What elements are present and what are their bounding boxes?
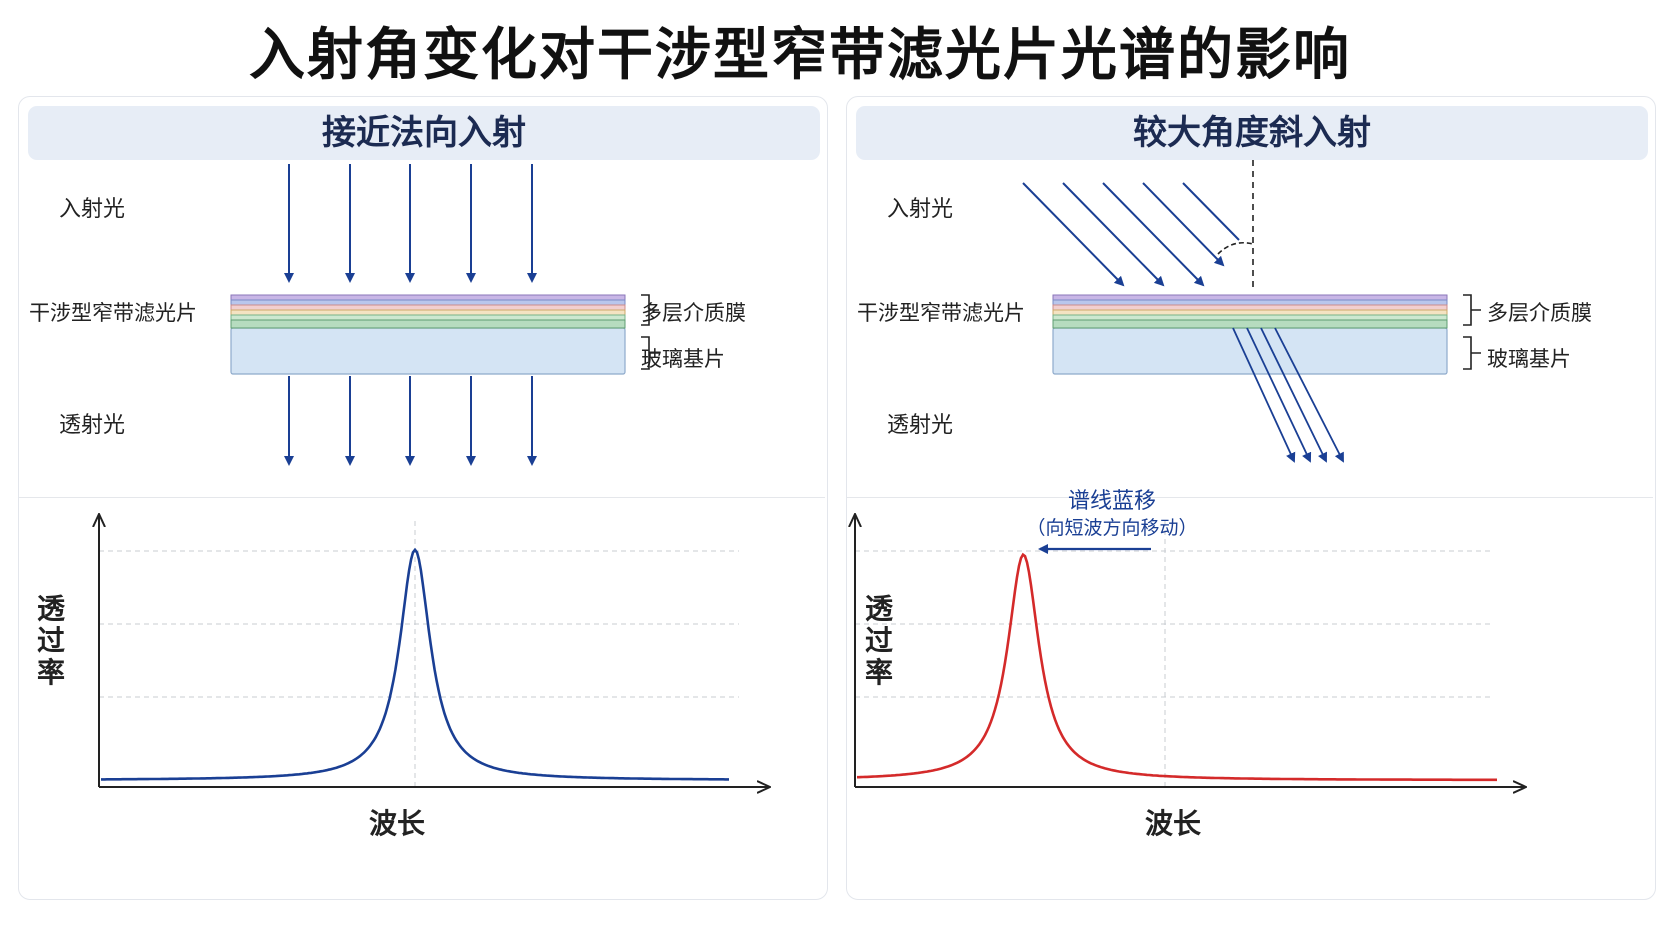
oblique-incidence-chart xyxy=(855,515,1525,787)
transmitted-rays xyxy=(1232,327,1344,463)
normal-incidence-chart xyxy=(99,515,769,787)
filter-label: 干涉型窄带滤光片 xyxy=(857,301,1025,325)
panel-divider xyxy=(19,497,825,498)
blue-shift-subtitle: （向短波方向移动） xyxy=(1026,517,1198,539)
normal-incidence-panel: 接近法向入射 xyxy=(18,96,828,900)
incidence-angle-arc xyxy=(1217,241,1254,255)
substrate-label: 玻璃基片 xyxy=(641,347,725,371)
x-axis-label: 波长 xyxy=(1145,807,1202,840)
transmission-curve xyxy=(101,547,729,781)
y-axis-label: 透过率 xyxy=(36,592,65,689)
transmitted-light-label: 透射光 xyxy=(59,413,126,438)
filter-stack xyxy=(230,294,626,375)
oblique-incidence-diagram xyxy=(847,160,1655,899)
transmission-curve xyxy=(857,552,1497,782)
multilayer-label: 多层介质膜 xyxy=(641,301,746,325)
incident-light-label: 入射光 xyxy=(59,197,126,222)
layer-brackets xyxy=(641,294,659,370)
filter-stack xyxy=(1052,294,1448,375)
panel-divider xyxy=(847,497,1653,498)
oblique-incidence-header: 较大角度斜入射 xyxy=(856,106,1648,160)
transmitted-light-label: 透射光 xyxy=(887,413,954,438)
layer-brackets xyxy=(1463,294,1481,370)
page-title: 入射角变化对干涉型窄带滤光片光谱的影响 xyxy=(249,23,1351,88)
blue-shift-title: 谱线蓝移 xyxy=(1067,489,1156,514)
transmitted-rays xyxy=(284,376,537,466)
incident-rays xyxy=(284,164,537,283)
incident-rays xyxy=(1022,182,1240,287)
y-axis-label: 透过率 xyxy=(864,592,893,689)
normal-incidence-header: 接近法向入射 xyxy=(28,106,820,160)
incident-light-label: 入射光 xyxy=(887,197,954,222)
substrate-label: 玻璃基片 xyxy=(1487,347,1571,371)
normal-incidence-diagram xyxy=(19,164,827,899)
multilayer-label: 多层介质膜 xyxy=(1487,301,1592,325)
filter-label: 干涉型窄带滤光片 xyxy=(29,301,197,325)
x-axis-label: 波长 xyxy=(369,807,426,840)
oblique-incidence-panel: 较大角度斜入射 xyxy=(846,96,1656,900)
